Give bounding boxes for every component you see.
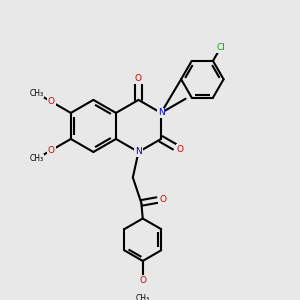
Text: CH₃: CH₃ [29, 154, 44, 163]
Text: N: N [135, 148, 142, 157]
Text: O: O [48, 97, 55, 106]
Text: CH₃: CH₃ [136, 294, 150, 300]
Text: O: O [176, 146, 183, 154]
Text: O: O [159, 195, 166, 204]
Text: O: O [135, 74, 142, 82]
Text: O: O [48, 146, 55, 155]
Text: Cl: Cl [216, 44, 225, 52]
Text: CH₃: CH₃ [29, 88, 44, 98]
Text: O: O [139, 276, 146, 285]
Text: N: N [158, 108, 164, 117]
